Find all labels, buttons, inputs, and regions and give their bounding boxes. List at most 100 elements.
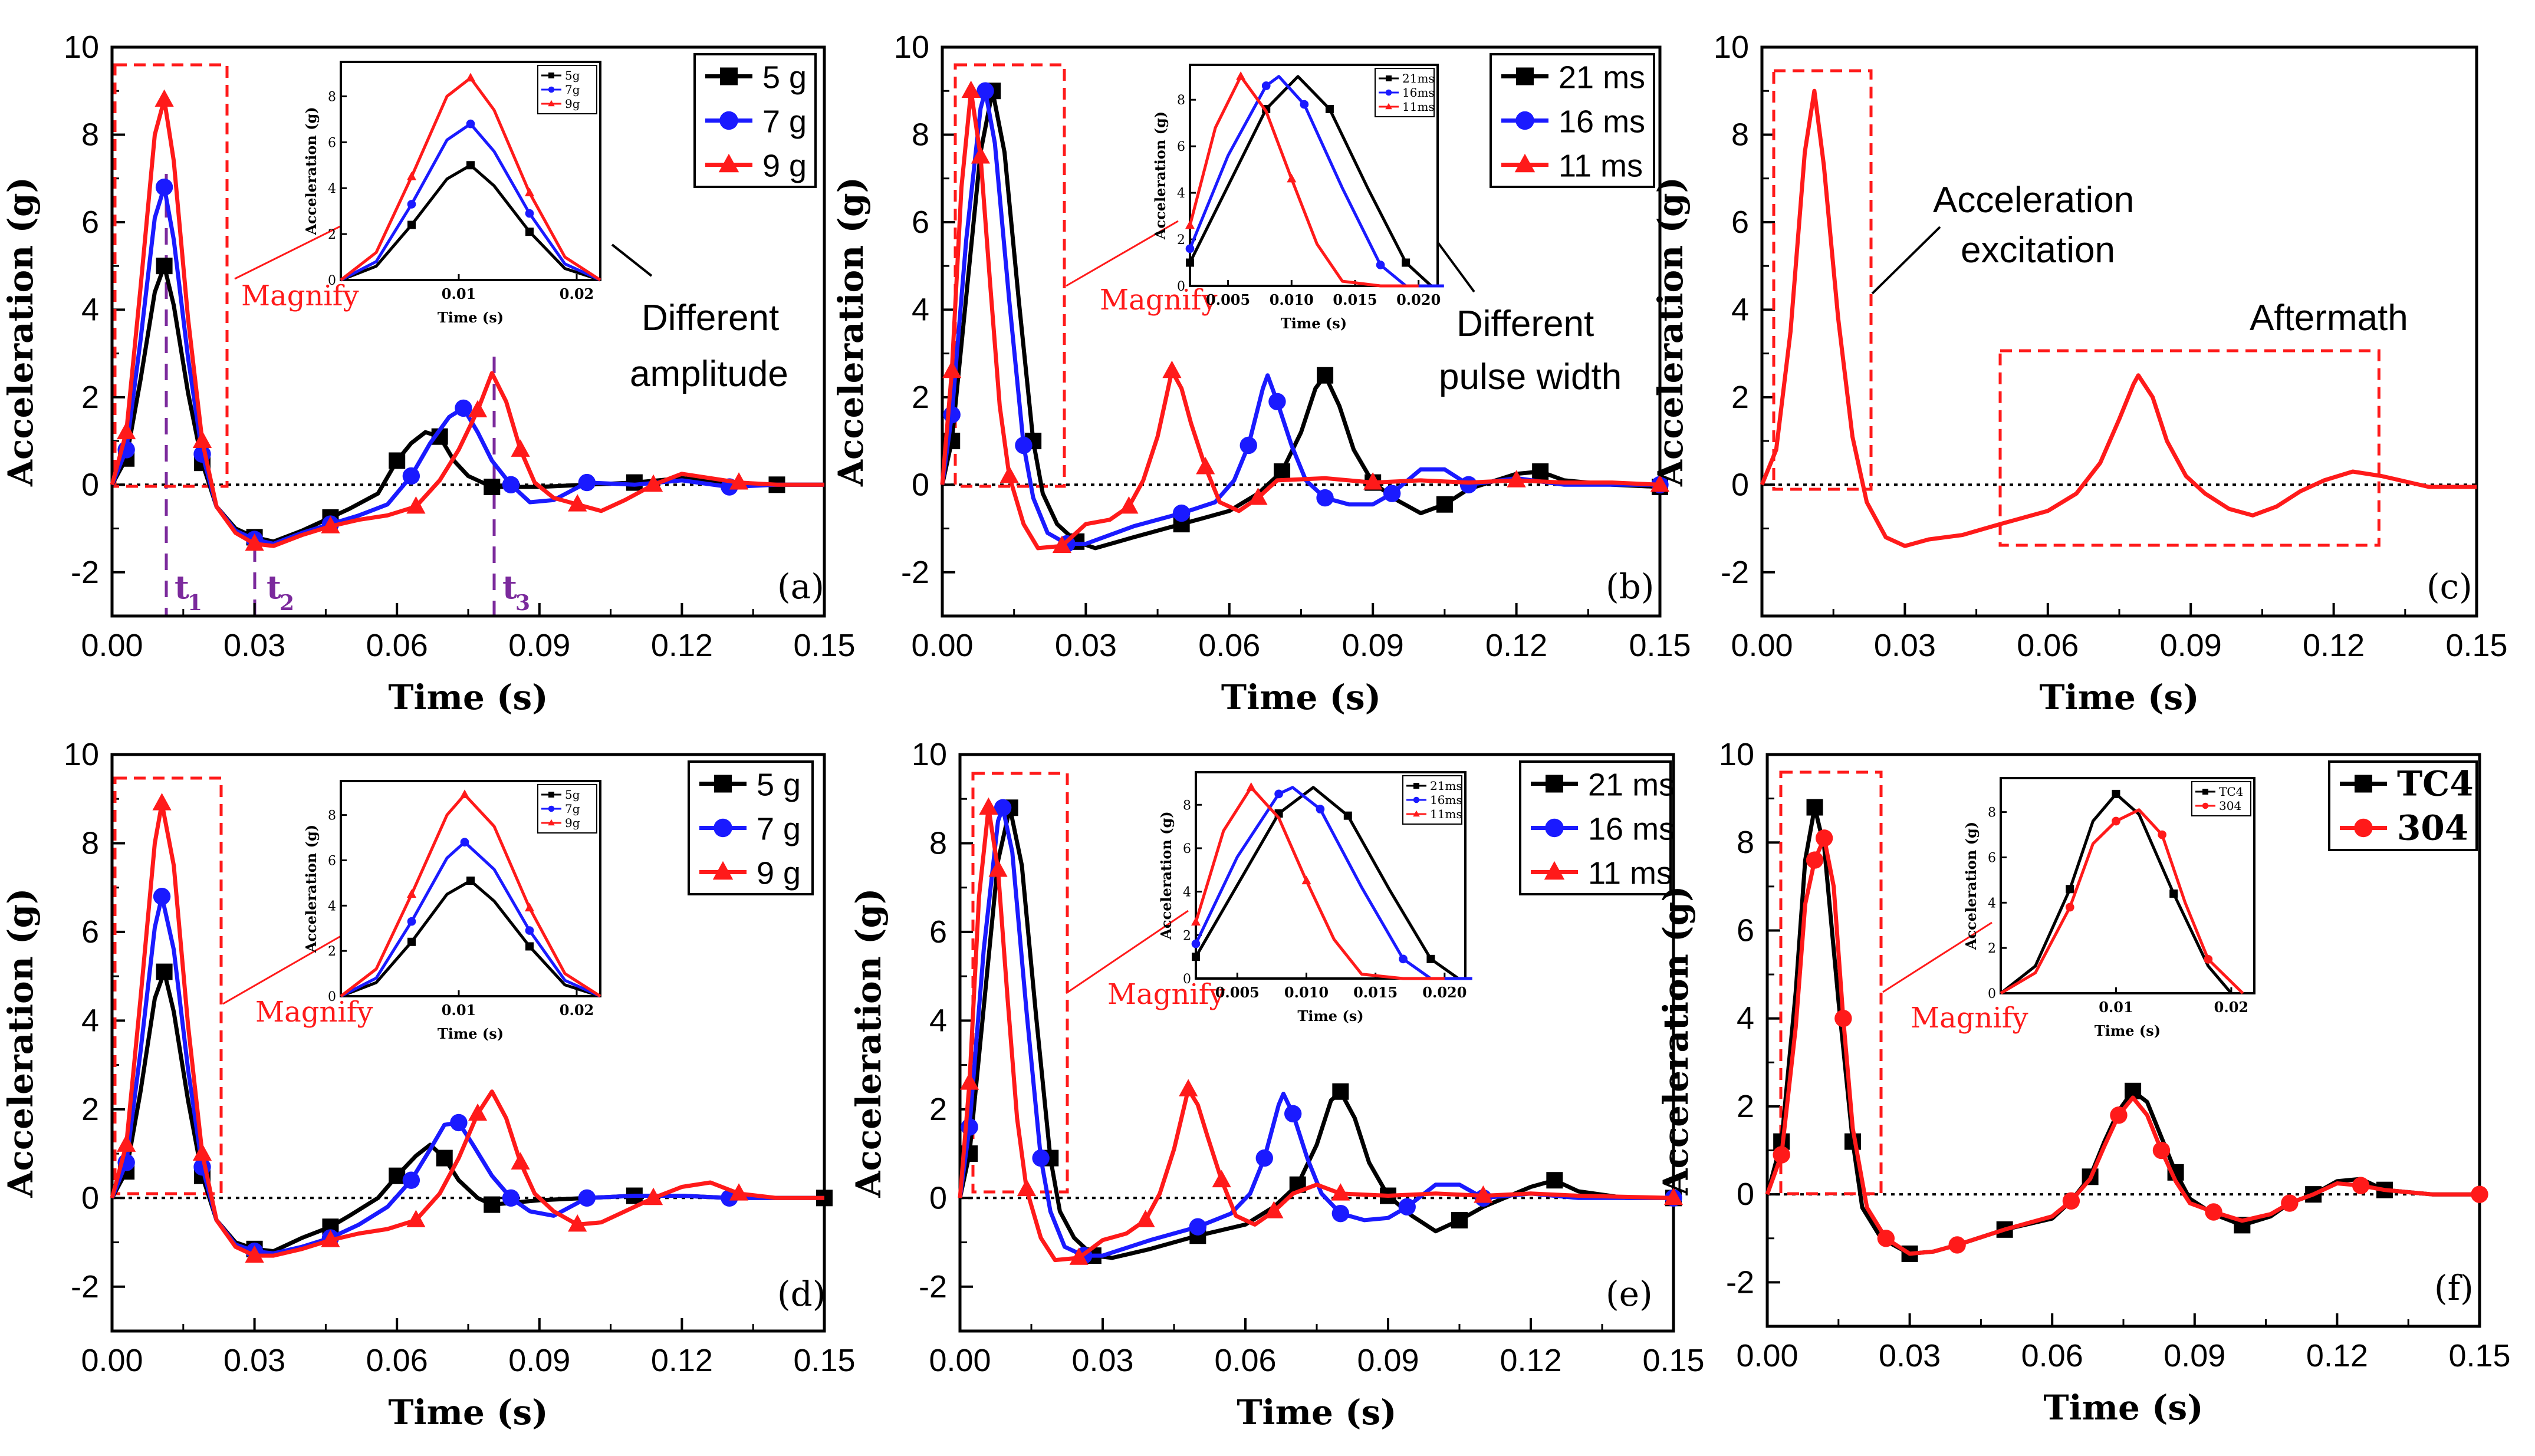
inset-legend-label: 5g — [565, 788, 580, 802]
magnify-label: Magnify — [1107, 978, 1225, 1011]
data-point — [245, 1245, 264, 1263]
inset-data-point — [1191, 917, 1201, 926]
legend-marker — [720, 67, 738, 85]
data-point — [484, 1196, 501, 1213]
inset-data-point — [1185, 244, 1195, 253]
inset-data-point — [466, 877, 475, 885]
legend-label: 16 ms — [1559, 104, 1645, 140]
x-axis-label: Time (s) — [388, 1392, 548, 1432]
inset-data-point — [1402, 258, 1410, 267]
series-line-5-g — [110, 970, 824, 1254]
inset-y-tick: 6 — [1988, 851, 1996, 865]
data-point — [961, 80, 981, 98]
inset-x-tick: 0.010 — [1270, 291, 1314, 308]
inset-x-tick: 0.005 — [1206, 291, 1250, 308]
inset-data-point — [466, 119, 475, 129]
x-tick-label: 0.06 — [366, 1343, 428, 1378]
x-tick-label: 0.06 — [2021, 1338, 2083, 1373]
t2-label: t — [267, 568, 281, 606]
t2-sub: 2 — [280, 591, 294, 615]
data-point — [1316, 489, 1334, 507]
inset-chart: 0.005 0.010 0.015 0.020 0 2 4 6 8 Time (s) Acceler… — [1158, 771, 1472, 1025]
data-point — [1877, 1230, 1895, 1247]
inset-series-line — [2000, 808, 2244, 995]
inset-data-point — [524, 187, 535, 196]
data-point — [1948, 1236, 1966, 1254]
inset-legend-marker — [2202, 802, 2209, 809]
inset-x-label: Time (s) — [1297, 1007, 1363, 1025]
inset-legend-marker — [1413, 810, 1420, 817]
x-tick-label: 0.15 — [1629, 628, 1691, 663]
data-point — [1806, 799, 1823, 816]
data-point — [468, 400, 488, 418]
data-point — [1264, 1201, 1284, 1218]
data-point — [1196, 457, 1215, 475]
y-tick-label: 6 — [81, 205, 99, 240]
inset-legend-label: 9g — [565, 816, 580, 830]
data-point — [1383, 485, 1401, 502]
annotation-line-2: pulse width — [1439, 357, 1622, 397]
inset-data-point — [1186, 258, 1194, 267]
inset-legend-label: TC4 — [2219, 785, 2243, 799]
data-point — [999, 465, 1019, 483]
inset-data-point — [1301, 875, 1311, 885]
data-point — [2110, 1106, 2128, 1124]
x-tick-label: 0.12 — [651, 1343, 713, 1378]
x-tick-label: 0.03 — [1071, 1343, 1133, 1378]
legend-label: TC4 — [2397, 764, 2474, 804]
inset-data-point — [1287, 173, 1297, 183]
x-tick-label: 0.00 — [1736, 1338, 1798, 1373]
y-tick-label: 2 — [1737, 1089, 1754, 1124]
series-line-11-ms — [958, 805, 1674, 1263]
y-tick-label: 2 — [912, 380, 929, 415]
x-axis-label: Time (s) — [388, 677, 548, 717]
data-point — [1474, 1185, 1493, 1203]
y-tick-label: 8 — [1731, 117, 1749, 152]
inset-y-tick: 4 — [1183, 885, 1191, 900]
data-point — [1268, 393, 1286, 410]
inset-y-tick: 6 — [1177, 140, 1185, 154]
inset-legend-marker — [548, 100, 555, 107]
annotation-excitation: excitation — [1961, 230, 2115, 271]
y-axis-label: Acceleration (g) — [849, 888, 889, 1198]
y-tick-label: 10 — [64, 29, 99, 65]
y-axis-label: Acceleration (g) — [1656, 886, 1696, 1196]
inset-data-point — [1399, 954, 1408, 964]
x-tick-label: 0.15 — [793, 1343, 855, 1378]
legend-label: 7 g — [757, 812, 801, 847]
data-point — [117, 1134, 136, 1152]
inset-x-label: Time (s) — [2095, 1022, 2161, 1039]
inset-y-tick: 8 — [1988, 806, 1996, 821]
legend-label: 5 g — [757, 767, 801, 803]
inset-series-line — [1188, 75, 1432, 287]
annotation-aftermath: Aftermath — [2250, 298, 2408, 338]
inset-y-tick: 8 — [328, 90, 336, 104]
inset-data-point — [1261, 81, 1271, 90]
legend-marker — [1544, 861, 1565, 880]
inset-x-tick: 0.005 — [1215, 984, 1260, 1001]
y-axis-label: Acceleration (g) — [1650, 177, 1691, 487]
y-tick-label: 10 — [1714, 29, 1749, 65]
data-point — [2152, 1141, 2171, 1159]
data-point — [156, 963, 173, 980]
data-point — [942, 360, 962, 378]
data-point — [1189, 1218, 1207, 1236]
y-tick-label: 4 — [1737, 1001, 1754, 1036]
inset-y-label: Acceleration (g) — [303, 825, 320, 953]
y-axis-label: Acceleration (g) — [1, 177, 41, 487]
inset-y-tick: 6 — [328, 136, 336, 150]
inset-y-tick: 8 — [1177, 93, 1185, 108]
inset-data-point — [1191, 939, 1201, 948]
series-line-16-ms — [958, 805, 1673, 1258]
inset-legend-label: 7g — [565, 83, 580, 97]
inset-legend-marker — [548, 819, 555, 826]
inset-data-point — [1185, 220, 1195, 229]
legend-label: 304 — [2397, 808, 2468, 848]
inset-data-point — [525, 209, 534, 218]
inset-y-tick: 6 — [1183, 842, 1191, 857]
data-point — [192, 1143, 212, 1161]
inset-x-tick: 0.020 — [1396, 291, 1441, 308]
legend-label: 5 g — [762, 60, 807, 95]
inset-x-tick: 0.02 — [560, 1002, 594, 1019]
data-point — [2205, 1203, 2222, 1221]
